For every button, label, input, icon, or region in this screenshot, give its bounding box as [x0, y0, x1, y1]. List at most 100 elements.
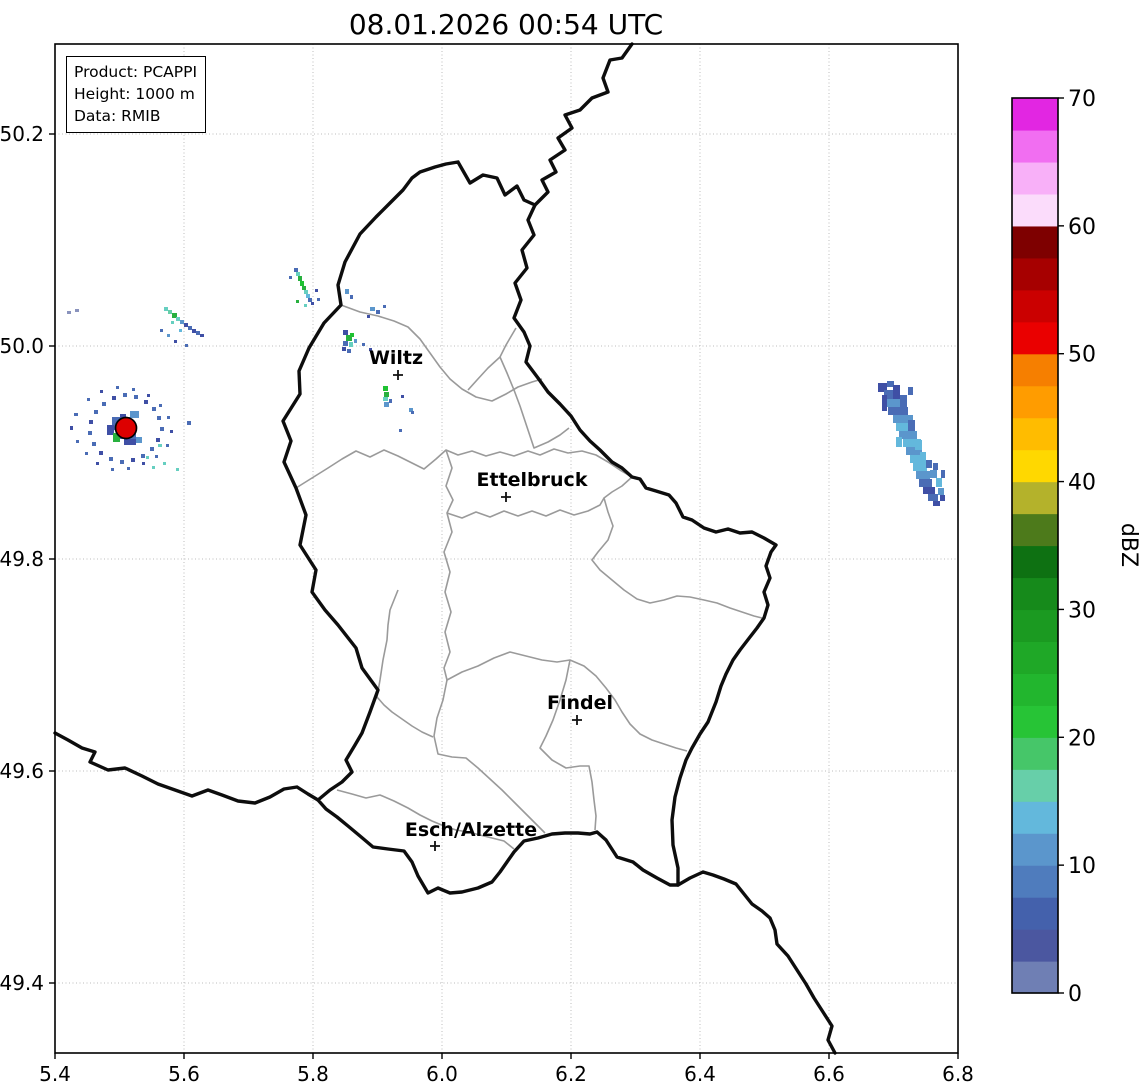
colorbar-segment — [1012, 545, 1058, 579]
country-border-line — [676, 870, 837, 1055]
radar-echo-cell — [304, 290, 308, 294]
canton-border-line — [443, 449, 454, 681]
canton-border-line — [433, 679, 546, 834]
radar-echo-cell — [130, 411, 139, 418]
radar-echo-cell — [347, 349, 351, 353]
radar-echo-cell — [933, 463, 938, 470]
y-tick-label: 49.6 — [0, 759, 44, 783]
radar-echo-cell — [88, 431, 92, 435]
colorbar-segment — [1012, 673, 1058, 706]
radar-echo-cell — [89, 420, 93, 424]
colorbar-segment — [1012, 129, 1058, 163]
radar-echo-cell — [896, 437, 902, 447]
radar-echo-cell — [300, 281, 304, 286]
radar-echo-cell — [76, 440, 79, 443]
colorbar-segment — [1012, 449, 1058, 483]
colorbar-segment — [1012, 161, 1058, 195]
colorbar-frame — [1011, 97, 1059, 994]
radar-echo-cell — [940, 495, 945, 501]
colorbar-segment — [1012, 385, 1058, 419]
radar-echo-cell — [142, 462, 145, 465]
radar-echo-cell — [163, 462, 166, 465]
radar-echo-cell — [302, 286, 306, 290]
canton-border-line — [340, 304, 543, 402]
colorbar-tick-label: 30 — [1068, 598, 1096, 623]
radar-echo-cell — [152, 407, 156, 411]
radar-echo-cell — [185, 344, 188, 347]
country-borders — [53, 42, 837, 1055]
radar-echo-cell — [893, 415, 913, 423]
radar-echo-cell — [92, 442, 96, 446]
radar-echo-cell — [127, 467, 130, 470]
radar-echo-cell — [899, 431, 917, 439]
radar-echo-cell — [910, 455, 926, 463]
y-tick-label: 49.8 — [0, 547, 44, 571]
radar-echo-cell — [74, 413, 78, 416]
canton-border-line — [336, 789, 515, 850]
colorbar-segment — [1012, 225, 1058, 259]
radar-echo-cell — [354, 339, 357, 343]
radar-echo-cell — [132, 388, 135, 391]
radar-echo-cell — [111, 468, 114, 471]
country-border-line — [533, 42, 634, 207]
radar-echo-cell — [926, 460, 932, 468]
radar-echo-cell — [384, 402, 389, 407]
radar-echo-cell — [116, 386, 119, 389]
radar-echo-cell — [109, 457, 113, 461]
city-markers: Wiltz Ettelbruck Findel Esch/Alzette — [369, 347, 613, 851]
colorbar-tick-label: 20 — [1068, 726, 1096, 751]
colorbar-segment — [1012, 289, 1058, 323]
colorbar-tick-label: 10 — [1068, 854, 1096, 879]
radar-echo-cell — [102, 402, 106, 406]
radar-echo-cell — [306, 294, 310, 298]
canton-border-line — [446, 651, 688, 752]
x-tick-label: 5.8 — [297, 1062, 329, 1084]
radar-echo-cell — [913, 463, 927, 471]
radar-echo-cell — [144, 400, 148, 404]
radar-echo-cell — [70, 426, 73, 430]
radar-echo-cell — [411, 411, 414, 414]
radar-echo-cell — [158, 444, 162, 447]
radar-echo-cell — [96, 462, 99, 465]
radar-echo-cell — [155, 455, 158, 458]
info-line-data: Data: RMIB — [74, 107, 161, 125]
radar-echo-cell — [123, 393, 127, 397]
radar-echo-cell — [294, 268, 298, 272]
radar-echo-cell — [919, 479, 932, 487]
radar-echo-cell — [146, 456, 149, 459]
info-line-height: Height: 1000 m — [74, 85, 195, 103]
city-plus-marker — [501, 492, 511, 502]
colorbar-segment — [1012, 769, 1058, 802]
radar-echo-cell — [200, 334, 204, 337]
colorbar-segment — [1012, 417, 1058, 451]
radar-echo-cell — [160, 427, 164, 431]
radar-echo-cell — [94, 410, 98, 414]
plot-background — [55, 44, 958, 1053]
canton-border-line — [499, 327, 570, 449]
city-plus-marker — [572, 715, 582, 725]
radar-echo-cell — [75, 309, 79, 312]
radar-echo-cell — [345, 289, 349, 294]
colorbar-segment — [1012, 737, 1058, 770]
radar-echo-cell — [409, 408, 413, 412]
radar-echo-cell — [342, 347, 346, 351]
colorbar-segment — [1012, 98, 1058, 131]
radar-echo-cell — [928, 494, 938, 501]
canton-border-line — [467, 356, 501, 391]
radar-echo-cell — [362, 343, 365, 346]
radar-echo-cell — [99, 451, 103, 455]
radar-echo-cell — [888, 407, 908, 415]
radar-echo-cell — [150, 447, 154, 451]
colorbar-segment — [1012, 513, 1058, 547]
gridlines — [55, 44, 958, 1053]
x-tick-label: 6.8 — [942, 1062, 974, 1084]
radar-echo-cell — [179, 329, 182, 332]
info-box: Product: PCAPPI Height: 1000 m Data: RMI… — [66, 56, 207, 133]
country-border-line — [281, 160, 778, 895]
radar-echo-cell — [903, 439, 921, 447]
city-label: Esch/Alzette — [405, 819, 537, 841]
radar-echo-cell — [369, 348, 372, 351]
radar-echo-cell — [930, 470, 937, 478]
colorbar-ticks: 0 10 20 30 40 50 60 70 — [1058, 87, 1096, 1007]
